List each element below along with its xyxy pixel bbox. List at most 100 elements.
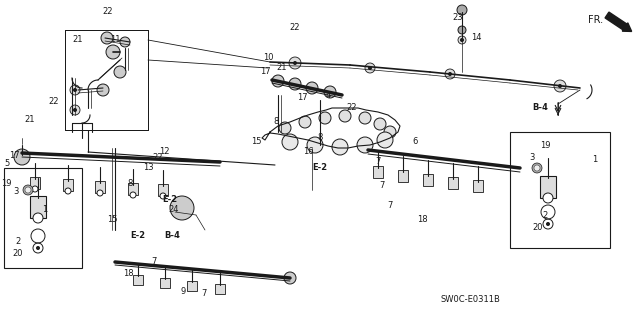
- Circle shape: [377, 132, 393, 148]
- Circle shape: [284, 272, 296, 284]
- Circle shape: [293, 61, 297, 65]
- Circle shape: [448, 72, 452, 76]
- Circle shape: [170, 196, 194, 220]
- FancyArrow shape: [605, 12, 632, 32]
- Circle shape: [299, 116, 311, 128]
- Text: 8: 8: [317, 133, 323, 143]
- Text: E-2: E-2: [131, 231, 145, 240]
- Text: 22: 22: [103, 8, 113, 17]
- Text: 21: 21: [73, 35, 83, 44]
- Circle shape: [101, 32, 113, 44]
- Text: 22: 22: [290, 24, 300, 33]
- Circle shape: [307, 137, 323, 153]
- Circle shape: [160, 193, 166, 199]
- Bar: [160, 278, 170, 288]
- Text: 7: 7: [151, 257, 157, 266]
- Circle shape: [282, 134, 298, 150]
- Text: 18: 18: [417, 216, 428, 225]
- Circle shape: [306, 82, 318, 94]
- Text: E-2: E-2: [312, 164, 328, 173]
- Text: SW0C-E0311B: SW0C-E0311B: [440, 294, 500, 303]
- Text: 7: 7: [380, 181, 385, 189]
- Circle shape: [319, 112, 331, 124]
- Circle shape: [554, 80, 566, 92]
- Text: 18: 18: [123, 270, 133, 278]
- Circle shape: [23, 185, 33, 195]
- Text: E-2: E-2: [163, 196, 177, 204]
- Circle shape: [458, 26, 466, 34]
- Text: 22: 22: [347, 103, 357, 113]
- Text: 7: 7: [375, 158, 381, 167]
- Text: 13: 13: [143, 164, 154, 173]
- Text: 22: 22: [49, 98, 60, 107]
- Circle shape: [457, 5, 467, 15]
- Bar: [187, 281, 197, 291]
- Bar: [398, 170, 408, 182]
- Bar: [30, 196, 46, 218]
- Circle shape: [460, 38, 464, 42]
- Bar: [540, 176, 556, 198]
- Bar: [30, 177, 40, 189]
- Bar: [133, 275, 143, 285]
- Text: 21: 21: [25, 115, 35, 124]
- Circle shape: [332, 139, 348, 155]
- Circle shape: [289, 78, 301, 90]
- Bar: [373, 166, 383, 178]
- Bar: [128, 183, 138, 195]
- Text: 6: 6: [412, 137, 418, 146]
- Circle shape: [445, 69, 455, 79]
- Text: 15: 15: [107, 216, 117, 225]
- Bar: [65, 30, 148, 130]
- Circle shape: [272, 75, 284, 87]
- Circle shape: [73, 108, 77, 112]
- Circle shape: [97, 84, 109, 96]
- Bar: [215, 284, 225, 294]
- Bar: [510, 132, 610, 248]
- Circle shape: [114, 66, 126, 78]
- Text: 15: 15: [251, 137, 261, 146]
- Text: 17: 17: [9, 151, 19, 160]
- Circle shape: [120, 37, 130, 47]
- Text: 14: 14: [471, 33, 481, 42]
- Circle shape: [70, 85, 80, 95]
- Text: 2: 2: [15, 238, 20, 247]
- Circle shape: [65, 188, 71, 194]
- Text: 5: 5: [4, 159, 10, 167]
- Text: 20: 20: [13, 249, 23, 258]
- Text: 11: 11: [109, 35, 120, 44]
- Bar: [423, 174, 433, 186]
- Text: 19: 19: [1, 179, 12, 188]
- Bar: [63, 179, 73, 191]
- Circle shape: [357, 137, 373, 153]
- Text: 16: 16: [303, 147, 314, 157]
- Circle shape: [365, 63, 375, 73]
- Text: 22: 22: [153, 153, 163, 162]
- Text: 24: 24: [169, 205, 179, 214]
- Circle shape: [324, 86, 336, 98]
- Circle shape: [374, 118, 386, 130]
- Text: 9: 9: [180, 287, 186, 296]
- Circle shape: [558, 84, 562, 88]
- Circle shape: [532, 163, 542, 173]
- Circle shape: [289, 57, 301, 69]
- Bar: [95, 181, 105, 193]
- Text: 17: 17: [297, 93, 307, 102]
- Text: B-4: B-4: [532, 103, 548, 113]
- Circle shape: [14, 149, 30, 165]
- Circle shape: [73, 88, 77, 92]
- Circle shape: [458, 36, 466, 44]
- Text: 10: 10: [263, 54, 273, 63]
- Bar: [65, 30, 148, 130]
- Circle shape: [106, 45, 120, 59]
- Circle shape: [32, 186, 38, 192]
- Text: 8: 8: [127, 179, 132, 188]
- Text: 4: 4: [325, 91, 331, 100]
- Text: 7: 7: [202, 288, 207, 298]
- Bar: [158, 184, 168, 196]
- Text: 20: 20: [532, 224, 543, 233]
- Circle shape: [130, 192, 136, 198]
- Circle shape: [368, 66, 372, 70]
- Text: 21: 21: [276, 63, 287, 72]
- Circle shape: [279, 122, 291, 134]
- Text: 7: 7: [387, 201, 393, 210]
